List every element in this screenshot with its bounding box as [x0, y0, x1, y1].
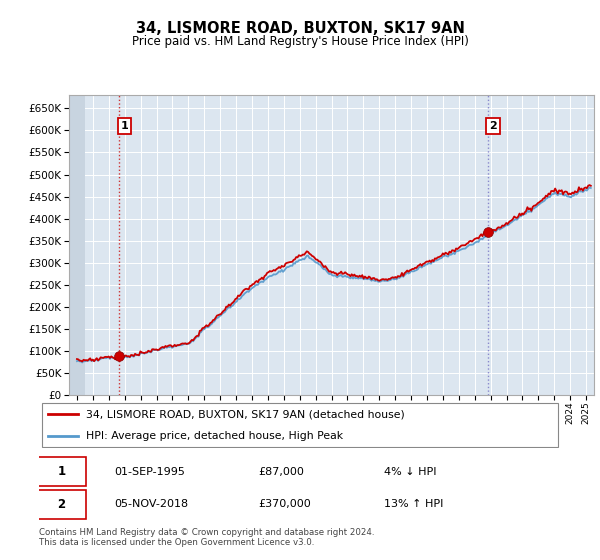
Bar — [69, 95, 85, 395]
Text: 05-NOV-2018: 05-NOV-2018 — [115, 500, 189, 510]
FancyBboxPatch shape — [37, 491, 86, 519]
Text: 2: 2 — [489, 121, 497, 131]
Text: 4% ↓ HPI: 4% ↓ HPI — [383, 466, 436, 477]
Text: Contains HM Land Registry data © Crown copyright and database right 2024.
This d: Contains HM Land Registry data © Crown c… — [39, 528, 374, 547]
Text: Price paid vs. HM Land Registry's House Price Index (HPI): Price paid vs. HM Land Registry's House … — [131, 35, 469, 48]
Text: 01-SEP-1995: 01-SEP-1995 — [115, 466, 185, 477]
Text: 1: 1 — [58, 465, 65, 478]
Text: £370,000: £370,000 — [258, 500, 311, 510]
FancyBboxPatch shape — [41, 403, 559, 447]
Text: 34, LISMORE ROAD, BUXTON, SK17 9AN: 34, LISMORE ROAD, BUXTON, SK17 9AN — [136, 21, 464, 36]
Text: HPI: Average price, detached house, High Peak: HPI: Average price, detached house, High… — [86, 431, 343, 441]
Text: £87,000: £87,000 — [258, 466, 304, 477]
Text: 13% ↑ HPI: 13% ↑ HPI — [383, 500, 443, 510]
FancyBboxPatch shape — [37, 458, 86, 486]
Text: 34, LISMORE ROAD, BUXTON, SK17 9AN (detached house): 34, LISMORE ROAD, BUXTON, SK17 9AN (deta… — [86, 409, 405, 419]
Text: 2: 2 — [58, 498, 65, 511]
Text: 1: 1 — [121, 121, 128, 131]
